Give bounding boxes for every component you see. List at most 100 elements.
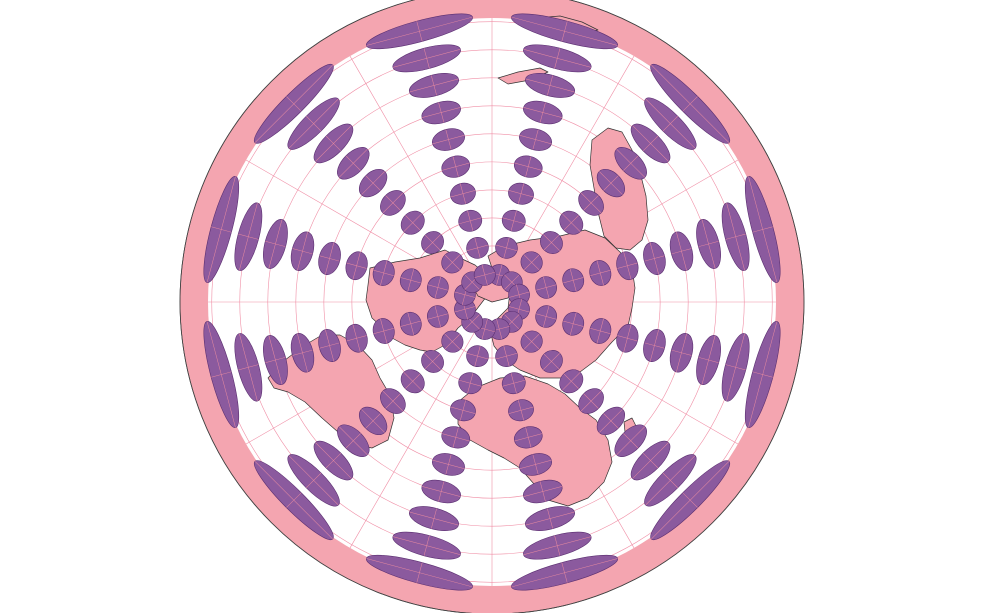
tissot-ellipse (263, 218, 288, 269)
tissot-ellipse (318, 242, 341, 275)
tissot-ellipse (313, 123, 354, 164)
tissot-axis-minor (319, 342, 340, 349)
tissot-axis-minor (563, 215, 579, 231)
tissot-axis-minor (563, 320, 584, 327)
tissot-axis-minor (504, 314, 520, 330)
tissot-axis-minor (373, 270, 394, 276)
tissot-ellipse (466, 237, 489, 259)
tissot-axis-minor (438, 102, 445, 123)
tissot-indicatrix (203, 13, 781, 591)
tissot-axis-minor (424, 234, 441, 251)
tissot-ellipse (643, 242, 666, 275)
tissot-ellipse (290, 333, 315, 373)
tissot-axis-minor (662, 116, 678, 132)
tissot-axis-minor (543, 353, 560, 370)
tissot-axis-minor (535, 284, 557, 291)
tissot-ellipse (253, 460, 334, 541)
tissot-ellipse (337, 424, 370, 457)
graticule-meridian (349, 55, 479, 278)
tissot-ellipse (744, 175, 781, 283)
tissot-ellipse (501, 209, 526, 232)
tissot-axis-minor (524, 334, 540, 350)
tissot-ellipse (203, 175, 240, 283)
tissot-ellipse (744, 321, 781, 429)
tissot-axis-minor (460, 400, 466, 421)
tissot-axis-minor (400, 320, 421, 327)
tissot-ellipse (523, 100, 563, 125)
tissot-axis-minor (385, 393, 401, 409)
tissot-ellipse (427, 305, 449, 328)
tissot-axis-minor (365, 175, 381, 191)
tissot-axis-minor (561, 21, 568, 42)
tissot-ellipse (614, 424, 647, 457)
tissot-axis-minor (427, 313, 449, 320)
tissot-axis-minor (454, 291, 476, 298)
tissot-ellipse (540, 350, 563, 373)
tissot-ellipse (616, 323, 639, 353)
tissot-axis-minor (211, 226, 232, 233)
tissot-ellipse (523, 479, 563, 504)
tissot-axis-minor (583, 195, 599, 211)
tissot-axis-minor (662, 472, 678, 488)
tissot-ellipse (523, 531, 592, 560)
tissot-ellipse (578, 190, 604, 216)
tissot-axis-minor (238, 233, 259, 240)
tissot-axis-minor (454, 306, 476, 313)
tissot-ellipse (578, 388, 604, 414)
tissot-ellipse (540, 231, 563, 254)
tissot-axis-minor (508, 291, 530, 298)
tissot-ellipse (441, 426, 471, 449)
graticule-meridian (349, 326, 479, 549)
tissot-ellipse (535, 276, 557, 299)
tissot-axis-minor (416, 21, 423, 42)
tissot-ellipse (365, 13, 473, 50)
tissot-axis-minor (623, 155, 639, 171)
tissot-ellipse (508, 182, 534, 205)
tissot-axis-minor (286, 96, 302, 112)
tissot-axis-minor (345, 155, 361, 171)
tissot-axis-minor (525, 156, 532, 177)
tissot-axis-minor (503, 345, 510, 367)
tissot-ellipse (458, 372, 483, 395)
tissot-ellipse (559, 369, 584, 394)
tissot-axis-minor (427, 284, 449, 291)
tissot-axis-minor (547, 508, 553, 529)
tissot-axis-minor (346, 335, 367, 342)
tissot-ellipse (441, 251, 464, 274)
tissot-ellipse (644, 97, 697, 150)
tissot-axis-minor (561, 562, 568, 583)
tissot-axis-minor (725, 364, 746, 371)
tissot-ellipse (380, 190, 406, 216)
tissot-axis-minor (325, 452, 342, 469)
tissot-axis-minor (532, 129, 539, 150)
tissot-axis-minor (345, 433, 361, 449)
tissot-axis-minor (671, 349, 692, 356)
tissot-ellipse (263, 335, 288, 386)
tissot-axis-minor (554, 535, 561, 556)
tissot-ellipse (513, 155, 543, 178)
tissot-axis-minor (554, 48, 561, 69)
tissot-ellipse (559, 210, 584, 235)
tissot-axis-minor (563, 373, 579, 389)
tissot-axis-minor (543, 234, 560, 251)
tissot-ellipse (287, 454, 340, 507)
tissot-axis-minor (752, 371, 773, 378)
tissot-axis-minor (431, 75, 437, 96)
tissot-ellipse (523, 44, 592, 73)
tissot-ellipse (421, 100, 461, 125)
tissot-axis-minor (518, 183, 524, 204)
tissot-axis-minor (524, 254, 540, 270)
tissot-axis-minor (238, 364, 259, 371)
tissot-axis-minor (265, 241, 286, 247)
tissot-axis-minor (416, 562, 423, 583)
tissot-ellipse (287, 97, 340, 150)
tissot-axis-minor (644, 342, 665, 349)
tissot-ellipse (589, 260, 612, 286)
tissot-axis-minor (510, 210, 517, 231)
tissot-ellipse (318, 329, 341, 362)
tissot-axis-minor (682, 492, 698, 508)
tissot-axis-minor (617, 262, 638, 269)
tissot-axis-minor (510, 373, 517, 394)
tissot-ellipse (421, 479, 461, 504)
tissot-ellipse (616, 251, 639, 281)
